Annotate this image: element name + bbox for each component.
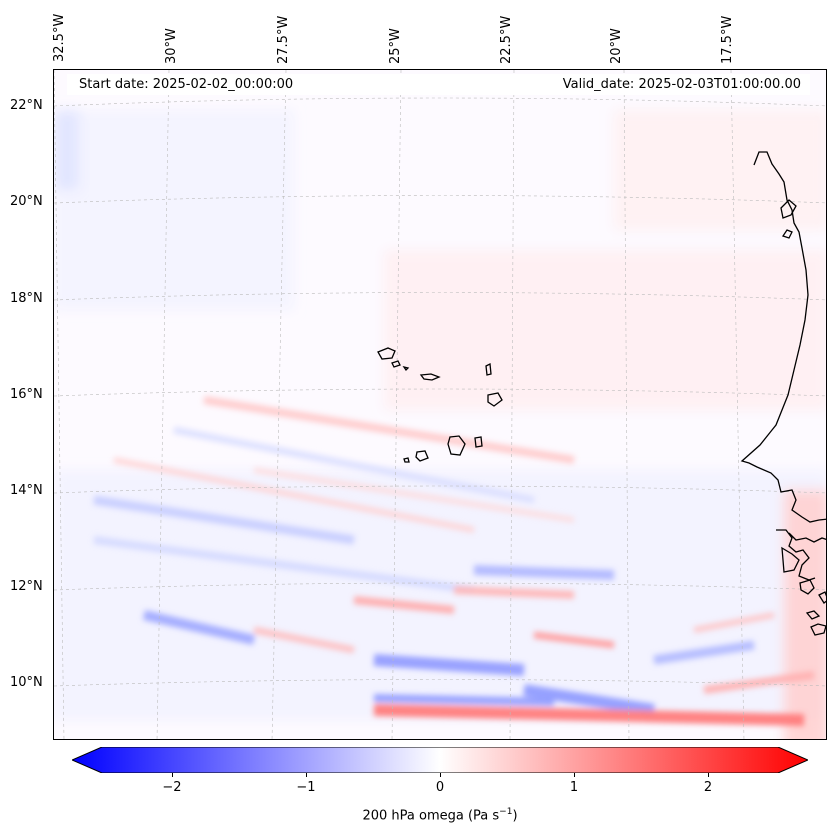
wave-streaks — [93, 396, 815, 726]
lat-label-22n: 22°N — [10, 98, 43, 113]
lat-label-14n: 14°N — [10, 483, 43, 498]
colorbar-title-main: 200 hPa omega (Pa s — [362, 808, 500, 824]
lon-label-32-5w: 32.5°W — [52, 13, 67, 62]
lat-label-12n: 12°N — [10, 579, 43, 594]
lon-label-27-5w: 27.5°W — [276, 15, 291, 64]
cb-tickmark — [306, 773, 307, 777]
cb-tickmark — [574, 773, 575, 777]
cb-tickmark — [172, 773, 173, 777]
colorbar-title-sup: −1 — [499, 807, 513, 817]
cb-tick-label: 2 — [703, 780, 713, 795]
cape-verde-islands — [377, 347, 503, 463]
colorbar — [72, 747, 808, 773]
cb-tickmark — [440, 773, 441, 777]
background-tint — [54, 110, 826, 739]
colorbar-title: 200 hPa omega (Pa s−1) — [0, 807, 837, 823]
omega-field — [54, 70, 826, 739]
colorbar-title-end: ) — [512, 808, 518, 824]
lat-label-16n: 16°N — [10, 387, 43, 402]
start-date-label: Start date: 2025-02-02_00:00:00 — [79, 77, 294, 92]
lon-label-30w: 30°W — [164, 28, 179, 64]
lat-label-10n: 10°N — [10, 675, 43, 690]
lat-label-18n: 18°N — [10, 291, 43, 306]
cb-tick-label: 0 — [435, 780, 445, 795]
africa-coastline — [740, 151, 826, 636]
cb-tickmark — [708, 773, 709, 777]
lon-label-25w: 25°W — [388, 28, 403, 64]
header-band — [67, 74, 810, 95]
valid-date-label: Valid_date: 2025-02-03T01:00:00.00 — [562, 77, 801, 92]
cb-tick-label: −1 — [296, 780, 316, 795]
lat-label-20n: 20°N — [10, 194, 43, 209]
lon-label-17-5w: 17.5°W — [720, 15, 735, 64]
cb-tick-label: 1 — [569, 780, 579, 795]
lon-label-20w: 20°W — [609, 28, 624, 64]
cb-tick-label: −2 — [162, 780, 182, 795]
lon-label-22-5w: 22.5°W — [499, 15, 514, 64]
graticule — [54, 70, 826, 739]
map-panel — [53, 69, 827, 740]
